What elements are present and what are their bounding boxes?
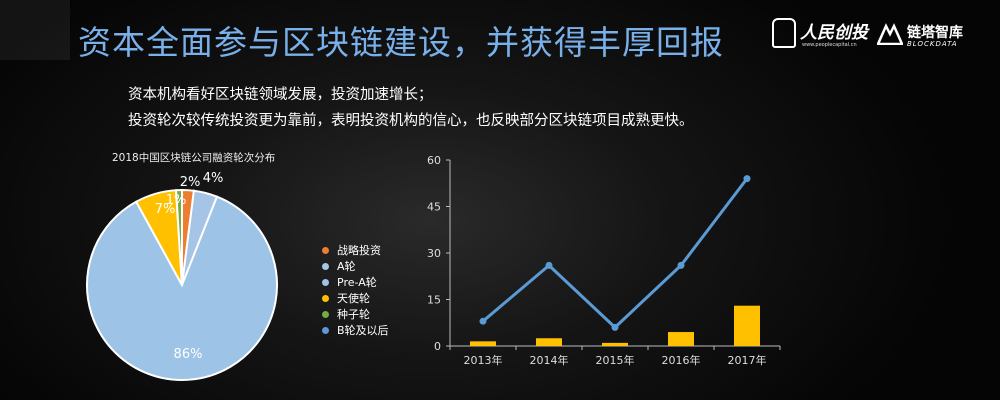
legend-label: B轮及以后: [337, 324, 389, 337]
y-tick-label: 45: [427, 201, 441, 214]
legend-item: Pre-A轮: [322, 274, 389, 290]
bar: [668, 332, 694, 346]
logo-sub: BLOCKDATA: [907, 40, 958, 48]
logo-name: 链塔智库: [907, 25, 963, 41]
line-series: [482, 177, 749, 330]
bullet-list: 资本机构看好区块链领域发展，投资加速增长； 投资轮次较传统投资更为靠前，表明投资…: [128, 82, 694, 134]
legend-item: 战略投资: [322, 242, 389, 258]
legend-marker: [322, 326, 329, 334]
legend-label: 天使轮: [337, 292, 370, 305]
x-tick-label: 2016年: [662, 353, 701, 367]
y-tick-label: 30: [427, 247, 441, 260]
pie-data-label: 7%: [155, 202, 176, 217]
pie-data-label: 2%: [180, 175, 201, 190]
legend-marker: [322, 294, 329, 302]
line-point: [743, 175, 751, 183]
bar: [734, 305, 760, 346]
logo-url: www.peoplecapital.cn: [802, 42, 857, 48]
bullet-line: 投资轮次较传统投资更为靠前，表明投资机构的信心，也反映部分区块链项目成熟更快。: [128, 113, 694, 129]
bar: [470, 341, 496, 346]
legend-label: Pre-A轮: [337, 276, 377, 289]
x-tick-label: 2015年: [596, 353, 635, 367]
seal-icon: [772, 18, 796, 48]
bar: [602, 342, 628, 346]
x-tick-label: 2014年: [530, 353, 569, 367]
pie-slice: [86, 195, 278, 381]
line-point: [611, 323, 619, 331]
y-tick-label: 15: [427, 294, 441, 307]
legend-label: 战略投资: [337, 244, 381, 257]
background-light: [0, 0, 70, 60]
y-tick-label: 0: [434, 340, 441, 353]
legend-marker: [322, 246, 329, 254]
line-point: [545, 261, 553, 269]
legend-label: A轮: [337, 260, 356, 273]
pie-slice: [174, 188, 183, 286]
bullet-line: 资本机构看好区块链领域发展，投资加速增长；: [128, 87, 433, 103]
x-tick-label: 2013年: [464, 353, 503, 367]
pie-data-label: 1%: [166, 193, 187, 208]
logo-blockdata: 链塔智库 BLOCKDATA: [877, 18, 987, 54]
pie-legend: 战略投资 A轮 Pre-A轮 天使轮种子轮 B轮及以后: [322, 242, 389, 338]
bar: [536, 338, 562, 346]
legend-label: 种子轮: [337, 308, 370, 321]
page-title: 资本全面参与区块链建设，并获得丰厚回报: [78, 23, 724, 62]
legend-item: A轮: [322, 258, 389, 274]
legend-item: 天使轮: [322, 290, 389, 306]
legend-marker: [322, 278, 329, 286]
logo-name: 人民创投: [800, 23, 868, 43]
line-point: [677, 261, 685, 269]
blockdata-icon: [877, 23, 903, 45]
legend-item: 种子轮: [322, 306, 389, 322]
legend-marker: [322, 262, 329, 270]
legend-marker: [322, 310, 329, 318]
legend-item: B轮及以后: [322, 322, 389, 338]
logo-people-capital: 人民创投 www.peoplecapital.cn: [772, 16, 868, 56]
pie-data-label: 86%: [174, 347, 203, 362]
line-point: [479, 317, 487, 325]
y-tick-label: 60: [427, 154, 441, 167]
pie-data-label: 4%: [203, 171, 224, 186]
pie-chart-title: 2018中国区块链公司融资轮次分布: [112, 152, 276, 164]
x-tick-label: 2017年: [728, 353, 767, 367]
